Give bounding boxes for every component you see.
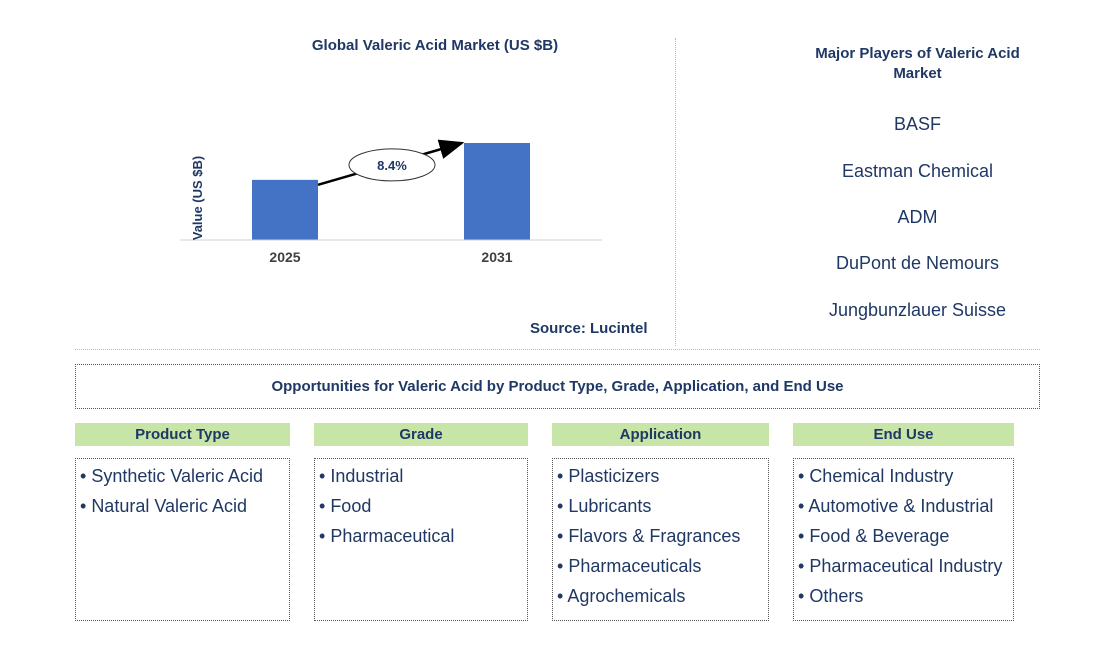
list-item: Pharmaceuticals: [557, 551, 768, 581]
cagr-label: 8.4%: [377, 158, 407, 173]
list-item: Industrial: [319, 461, 527, 491]
player-name: Eastman Chemical: [841, 161, 994, 181]
bar-chart: 2025 2031 Value (US $B) 8.4%: [180, 139, 602, 265]
cagr-ellipse: [348, 148, 436, 182]
list-item: Pharmaceutical: [319, 521, 527, 551]
bar-2025: [252, 179, 318, 240]
player-name: ADM: [897, 207, 938, 227]
list-item: Synthetic Valeric Acid: [80, 461, 289, 491]
chart-title: Global Valeric Acid Market (US $B): [311, 37, 559, 54]
application-list: Plasticizers Lubricants Flavors & Fragra…: [552, 458, 769, 621]
product-type-list: Synthetic Valeric Acid Natural Valeric A…: [75, 458, 290, 621]
players-title: Major Players of Valeric Acid Market: [815, 45, 1020, 82]
category-header-application: Application: [552, 423, 769, 446]
list-item: Flavors & Fragrances: [557, 521, 768, 551]
list-item: Food & Beverage: [798, 521, 1013, 551]
bar-2031: [464, 143, 530, 240]
list-item: Automotive & Industrial: [798, 491, 1013, 521]
category-header-end-use: End Use: [793, 423, 1014, 446]
list-item: Plasticizers: [557, 461, 768, 491]
horizontal-divider: [75, 349, 1040, 350]
grade-list: Industrial Food Pharmaceutical: [314, 458, 528, 621]
player-name: DuPont de Nemours: [835, 253, 1000, 273]
x-tick-label: 2031: [481, 249, 512, 265]
list-item: Pharmaceutical Industry: [798, 551, 1013, 581]
category-header-product-type: Product Type: [75, 423, 290, 446]
list-item: Lubricants: [557, 491, 768, 521]
player-name: Jungbunzlauer Suisse: [828, 300, 1007, 320]
vertical-divider: [675, 38, 676, 346]
list-item: Natural Valeric Acid: [80, 491, 289, 521]
list-item: Chemical Industry: [798, 461, 1013, 491]
list-item: Food: [319, 491, 527, 521]
opportunities-title: Opportunities for Valeric Acid by Produc…: [75, 364, 1040, 409]
end-use-list: Chemical Industry Automotive & Industria…: [793, 458, 1014, 621]
y-axis-label: Value (US $B): [190, 156, 205, 241]
source-label: Source: Lucintel: [530, 320, 648, 337]
category-header-grade: Grade: [314, 423, 528, 446]
list-item: Agrochemicals: [557, 581, 768, 611]
player-name: BASF: [893, 114, 941, 134]
list-item: Others: [798, 581, 1013, 611]
x-tick-label: 2025: [269, 249, 300, 265]
